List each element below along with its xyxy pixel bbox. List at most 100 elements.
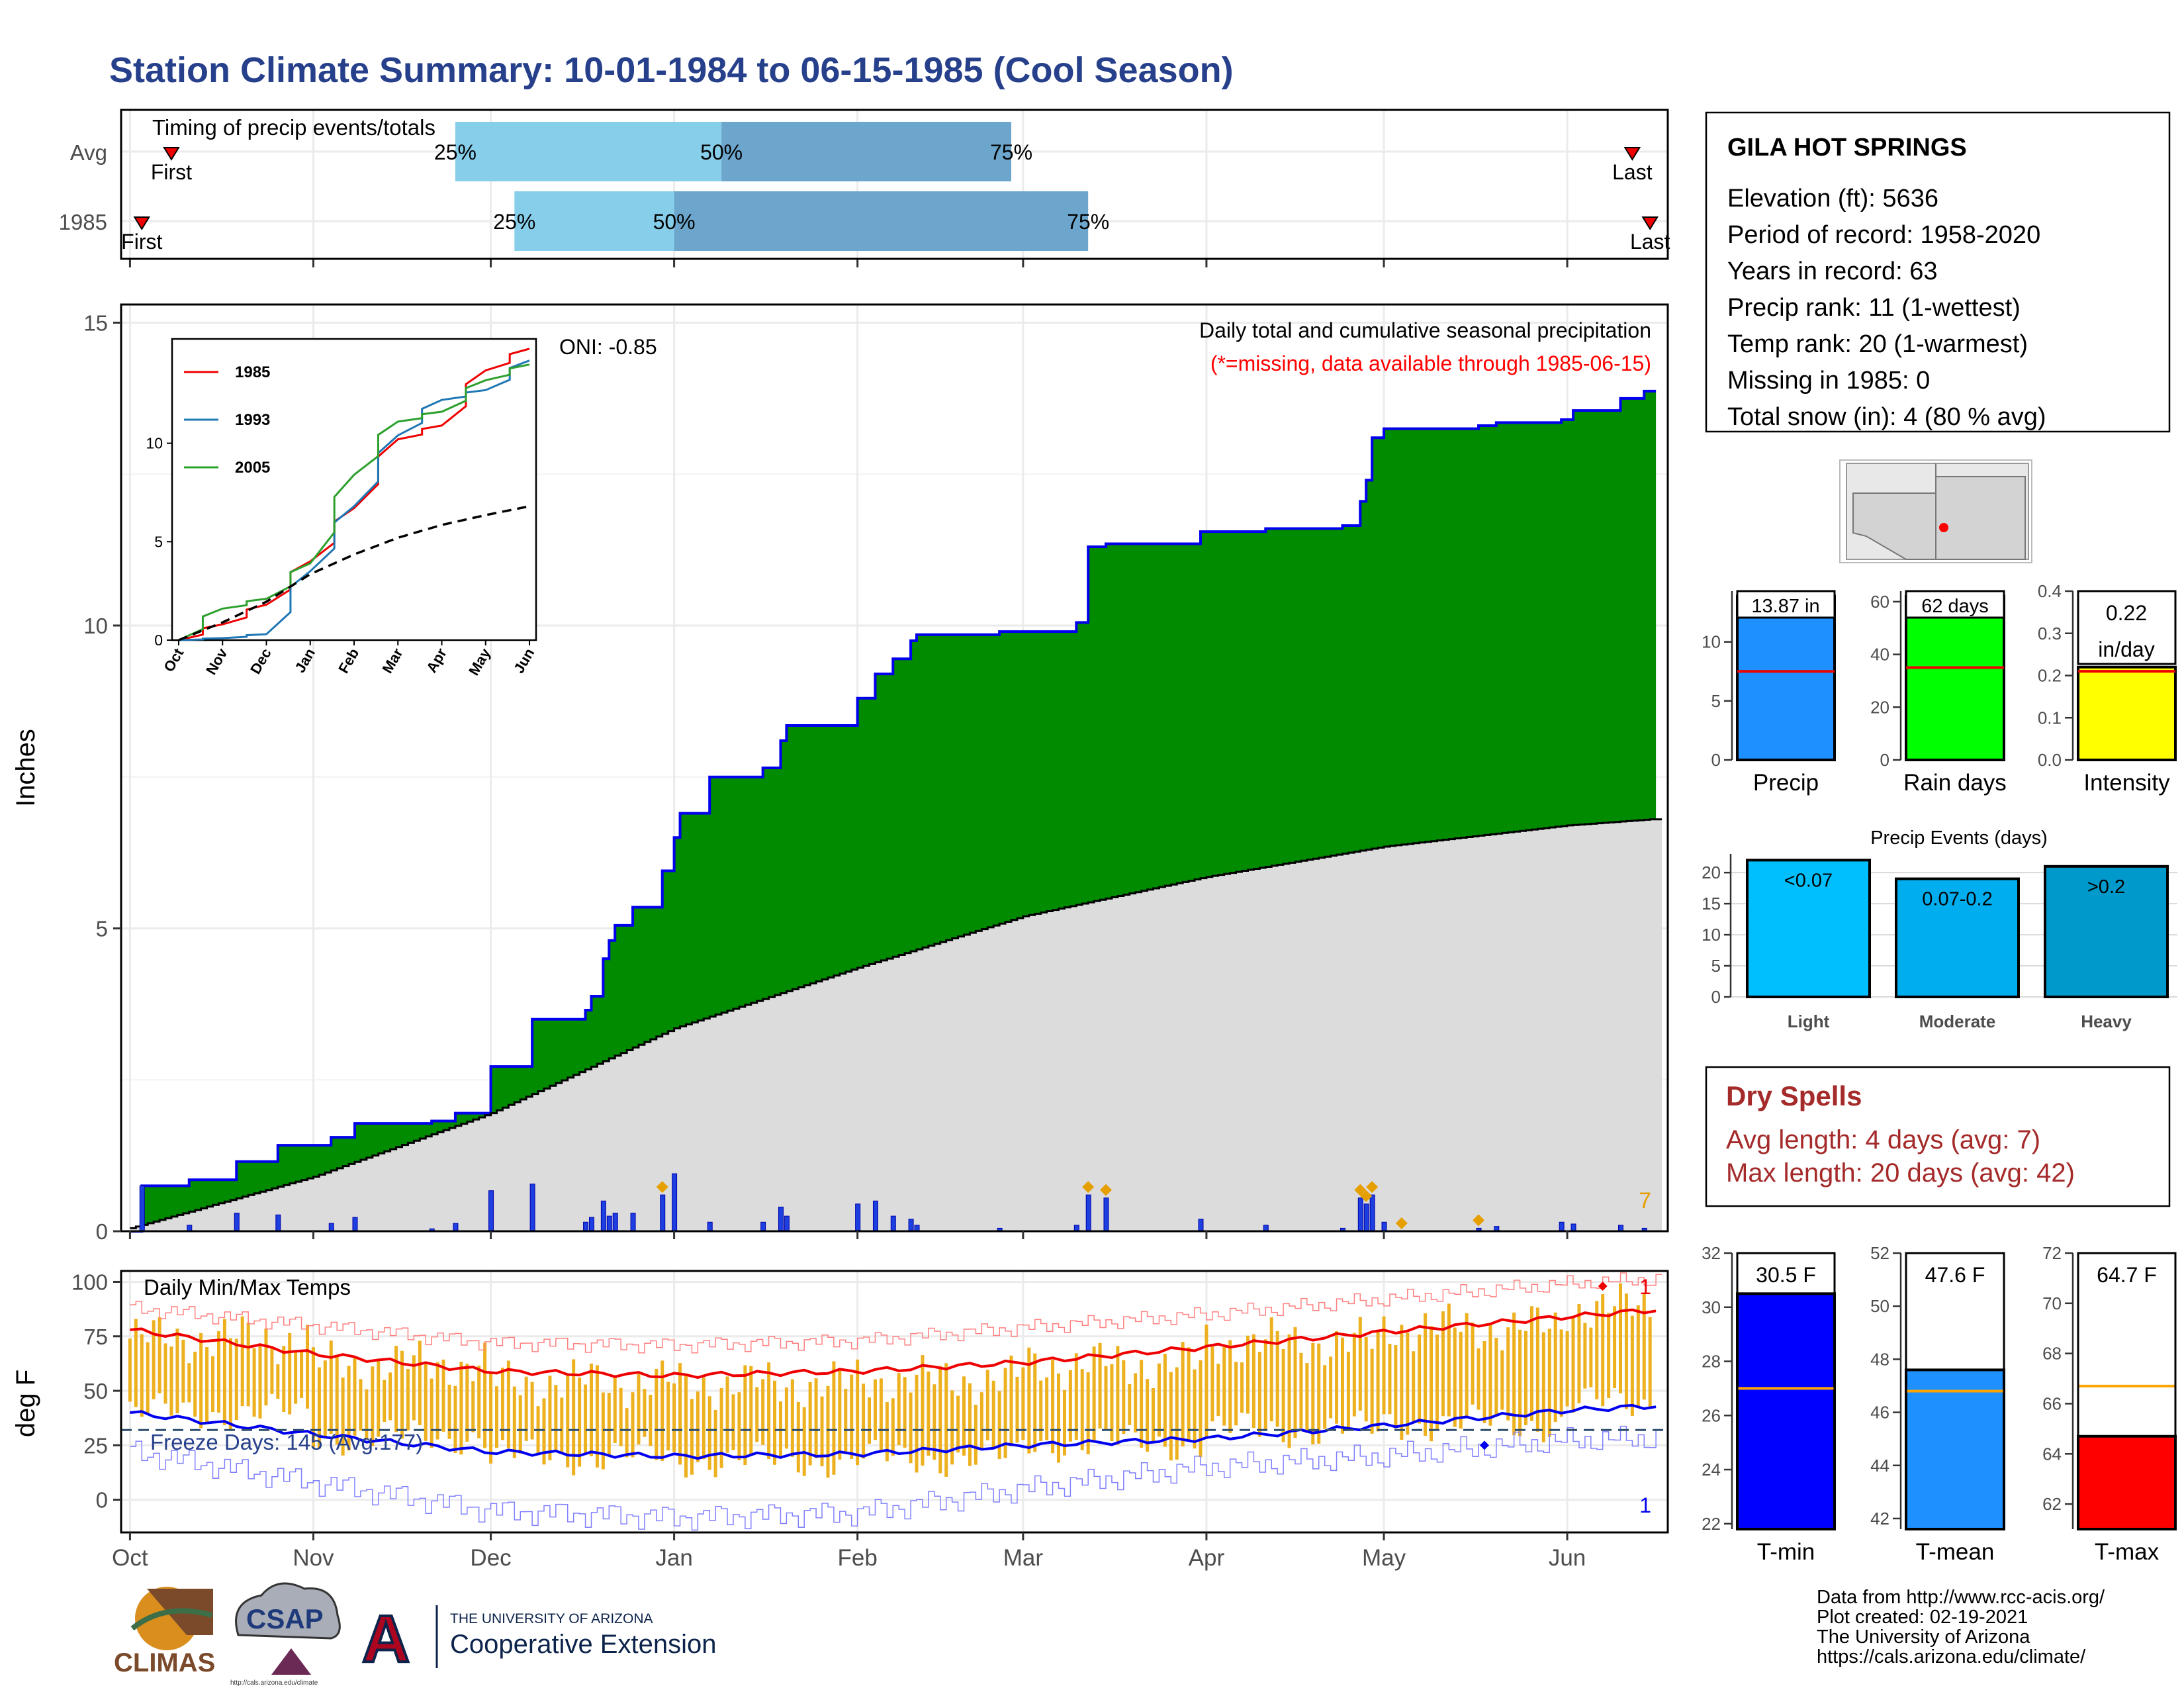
daily-temp-range-bar (1518, 1329, 1522, 1436)
daily-temp-range-bar (554, 1385, 558, 1450)
daily-temp-range-bar (506, 1360, 510, 1448)
daily-precip-bar (1570, 1223, 1576, 1232)
daily-precip-bar (1369, 1194, 1375, 1232)
daily-temp-range-bar (500, 1368, 504, 1440)
daily-temp-range-bar (1323, 1365, 1327, 1429)
daily-temp-range-bar (838, 1370, 842, 1460)
daily-temp-range-bar (435, 1362, 439, 1440)
daily-temp-range-bar (560, 1397, 564, 1453)
daily-precip-bar (1381, 1221, 1387, 1232)
daily-temp-range-bar (175, 1329, 179, 1414)
daily-temp-range-bar (300, 1352, 304, 1398)
daily-temp-range-bar (1648, 1317, 1652, 1407)
daily-temp-range-bar (1471, 1322, 1475, 1405)
small-y-tick-label: 50 (1870, 1296, 1889, 1316)
daily-temp-range-bar (589, 1363, 593, 1456)
daily-precip-bar (606, 1215, 612, 1232)
inset-series-1985 (178, 348, 530, 641)
ua-a-logo: A (362, 1602, 410, 1676)
daily-temp-range-bar (1169, 1372, 1173, 1461)
station-line-missing: Missing in 1985: 0 (1727, 367, 1930, 395)
daily-temp-range-bar (743, 1365, 747, 1466)
temperature-y-axis-label: deg F (11, 1370, 40, 1437)
daily-temp-range-bar (1187, 1347, 1191, 1440)
climas-logo-swoosh (130, 1608, 213, 1631)
daily-temp-range-bar (1642, 1294, 1646, 1400)
timing-first-label: First (151, 160, 192, 184)
daily-temp-range-bar (678, 1363, 682, 1465)
daily-temp-range-bar (844, 1388, 848, 1452)
timing-bar-q50-q75 (721, 122, 1012, 181)
daily-temp-range-bar (1151, 1388, 1155, 1442)
daily-temp-range-bar (453, 1385, 457, 1453)
daily-temp-range-bar (950, 1390, 954, 1465)
daily-temp-range-bar (778, 1401, 782, 1456)
daily-temp-range-bar (790, 1379, 794, 1457)
daily-temp-range-bar (944, 1363, 948, 1477)
station-line-elevation: Elevation (ft): 5636 (1727, 185, 1938, 212)
daily-precip-bar (488, 1190, 494, 1232)
daily-temp-range-bar (808, 1382, 812, 1466)
precip-events-bar-label: 0.07-0.2 (1922, 889, 1992, 910)
daily-temp-range-bar (1400, 1325, 1404, 1440)
csap-logo-mountains (271, 1648, 311, 1675)
inset-y-tick-label: 5 (154, 533, 163, 550)
daily-precip-bar (660, 1194, 666, 1232)
daily-temp-range-bar (1039, 1380, 1043, 1441)
daily-temp-range-bar (802, 1407, 806, 1476)
daily-temp-range-bar (1293, 1327, 1297, 1438)
daily-temp-range-bar (625, 1408, 629, 1458)
precip-events-category-label: Heavy (2081, 1011, 2132, 1031)
daily-temp-range-bar (199, 1333, 203, 1429)
footer-line-data-source: Data from http://www.rcc-acis.org/ (1817, 1587, 2105, 1608)
daily-precip-bar (1363, 1203, 1369, 1232)
record-high-count: 1 (1639, 1275, 1651, 1299)
daily-temp-range-bar (873, 1379, 877, 1440)
daily-precip-bar (855, 1203, 861, 1232)
small-bar-value-label: 62 days (1921, 596, 1989, 617)
small-bar-panel-Precip: 0 5 10 Precip 13.87 in (1702, 590, 1836, 796)
precip-y-tick-label: 10 (83, 614, 108, 638)
daily-temp-range-bar (891, 1398, 895, 1456)
small-y-tick-label: 10 (1702, 632, 1721, 652)
daily-temp-range-bar (1033, 1353, 1037, 1452)
daily-temp-range-bar (1092, 1346, 1096, 1443)
daily-temp-range-bar (572, 1359, 576, 1476)
inset-series-2005 (178, 363, 530, 641)
daily-temp-range-bar (140, 1334, 144, 1417)
daily-temp-range-bar (1216, 1364, 1220, 1417)
small-y-tick-label: 26 (1702, 1405, 1721, 1425)
station-line-temp-rank: Temp rank: 20 (1-warmest) (1727, 330, 2028, 358)
daily-temp-range-bar (767, 1362, 771, 1460)
daily-temp-range-bar (1134, 1373, 1138, 1432)
daily-temp-range-bar (1352, 1333, 1356, 1417)
daily-temp-range-bar (441, 1359, 445, 1432)
daily-temp-range-bar (128, 1338, 132, 1402)
daily-temp-range-bar (962, 1376, 966, 1456)
station-line-period: Period of record: 1958-2020 (1727, 221, 2040, 249)
temp-bar-value-label: 30.5 F (1756, 1263, 1816, 1287)
daily-temp-range-bar (1500, 1350, 1504, 1410)
small-y-tick-label: 0 (1711, 750, 1721, 770)
daily-temp-range-bar (1541, 1332, 1545, 1442)
inset-legend-label: 1985 (235, 363, 270, 381)
station-line-snow: Total snow (in): 4 (80 % avg) (1727, 403, 2046, 431)
daily-temp-range-bar (755, 1387, 759, 1442)
station-line-years: Years in record: 63 (1727, 258, 1938, 285)
daily-temp-range-bar (365, 1389, 369, 1440)
daily-temp-range-bar (524, 1376, 528, 1441)
daily-temp-range-bar (134, 1319, 138, 1407)
dry-spells-avg: Avg length: 4 days (avg: 7) (1726, 1125, 2040, 1154)
daily-temp-range-bar (897, 1373, 901, 1446)
daily-temp-range-bar (335, 1355, 339, 1445)
record-daily-marker (1366, 1181, 1379, 1194)
daily-temp-range-bar (761, 1379, 765, 1445)
daily-precip-bar (784, 1215, 790, 1232)
daily-temp-range-bar (494, 1386, 498, 1448)
daily-temp-range-bar (903, 1377, 907, 1448)
daily-temp-range-bar (394, 1346, 398, 1432)
small-bar-value (1905, 1368, 2005, 1531)
inset-average-line (178, 505, 530, 641)
daily-precip-bar (600, 1200, 606, 1232)
precip-events-bar (1895, 877, 2020, 998)
